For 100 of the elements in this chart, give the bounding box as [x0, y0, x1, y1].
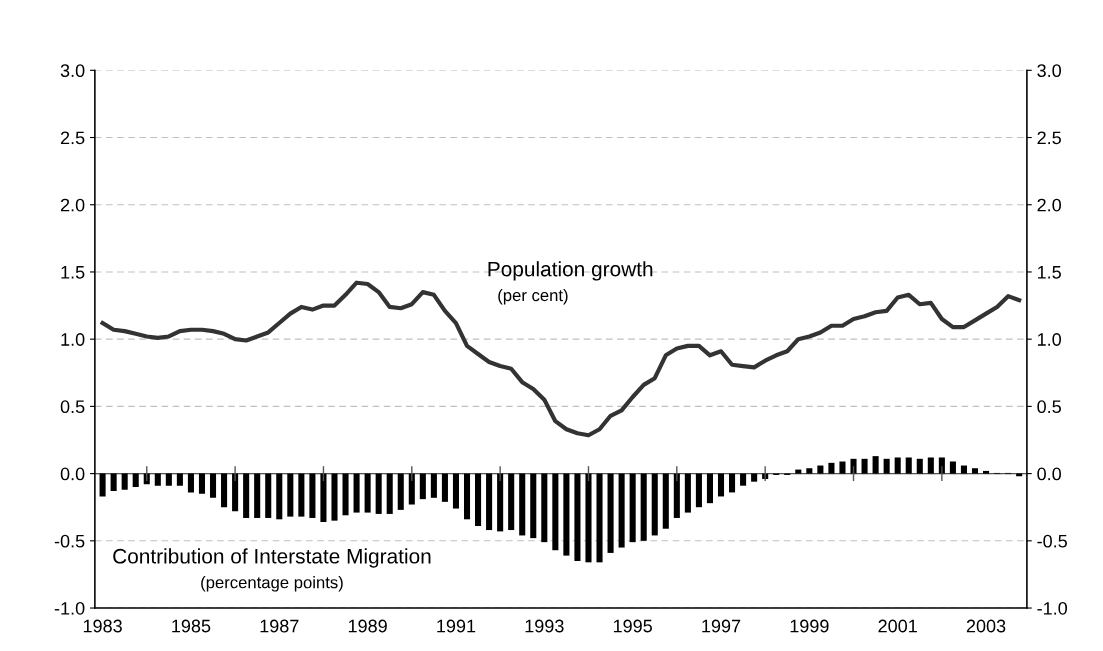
y2-tick-label: 2.5: [1037, 131, 1061, 145]
y-tick-label: -1.0: [54, 601, 85, 615]
bar: [463, 473, 471, 520]
bar: [960, 465, 967, 474]
bar: [552, 473, 559, 551]
bar: [497, 473, 504, 532]
bar: [883, 458, 890, 474]
y-tick-label: 2.5: [60, 131, 85, 145]
x-tick-label: 1995: [613, 619, 652, 633]
annotation: (per cent): [498, 288, 568, 305]
line-series: [100, 280, 1022, 438]
y-tick-label: 0.0: [60, 467, 85, 481]
x-tick-label: 1985: [172, 619, 211, 633]
bar: [342, 473, 349, 516]
x-tick-label: 1989: [348, 619, 387, 633]
bar: [828, 462, 835, 474]
bar: [221, 473, 228, 508]
bar: [795, 469, 802, 474]
annotation: (percentage points): [201, 576, 343, 592]
y-tick-label: 3.0: [60, 64, 85, 78]
bar: [486, 473, 493, 531]
bar: [740, 473, 747, 486]
bar: [751, 473, 758, 482]
bar: [629, 473, 636, 543]
bar: [607, 473, 614, 553]
bar: [397, 473, 404, 510]
bar: [232, 473, 239, 512]
bar: [949, 461, 956, 474]
y-tick-label: 2.0: [60, 198, 85, 212]
bar: [198, 473, 206, 494]
y-tick-label: 1.0: [61, 333, 85, 346]
bar: [298, 473, 305, 517]
text: Population growth: [488, 261, 653, 281]
bar: [187, 473, 194, 493]
bar: [419, 473, 426, 500]
bar: [452, 473, 459, 509]
x-tick-label: 1993: [525, 619, 564, 633]
x-tick-label: 1987: [260, 619, 299, 633]
bar: [817, 465, 824, 474]
x-tick-label: 1999: [790, 619, 829, 633]
y2-tick-label: 3.0: [1037, 64, 1062, 78]
y-tick-label: 1.5: [61, 266, 85, 279]
bar: [276, 473, 283, 520]
bar: [806, 468, 813, 474]
bar: [287, 473, 294, 517]
bar: [475, 473, 482, 527]
y-tick-label: -0.5: [54, 534, 85, 548]
x-tick-label: 2001: [878, 619, 917, 633]
bar: [99, 473, 106, 497]
bar: [563, 473, 570, 556]
bar: [254, 473, 261, 518]
bar: [927, 457, 934, 474]
bar: [165, 473, 172, 486]
y2-tick-label: 2.0: [1037, 198, 1062, 212]
bar: [695, 473, 702, 508]
y2-tick-label: 0.0: [1037, 467, 1062, 481]
bar: [651, 473, 658, 536]
series-label: Contribution of Interstate Migration: [113, 548, 431, 568]
bar: [861, 458, 868, 474]
bar: [364, 473, 371, 513]
bar: [541, 473, 548, 543]
bar: [717, 473, 725, 497]
bar: [574, 473, 581, 561]
bar: [176, 473, 183, 486]
bar: [121, 473, 128, 490]
bar: [508, 473, 515, 531]
y2-tick-label: -0.5: [1037, 534, 1067, 548]
x-tick-label: 1983: [83, 619, 122, 633]
bar: [441, 473, 448, 502]
bar: [585, 473, 592, 563]
bar: [872, 456, 879, 474]
bar: [309, 473, 316, 518]
x-tick-label: 2003: [966, 619, 1006, 633]
y2-tick-label: 1.5: [1037, 266, 1061, 279]
bar: [386, 473, 393, 514]
bar: [375, 473, 382, 514]
x-tick-label: 1991: [437, 619, 476, 633]
x-tick-label: 1997: [702, 619, 741, 633]
bar: [729, 473, 736, 493]
y2-tick-label: 0.5: [1037, 400, 1061, 414]
bar: [596, 473, 603, 563]
bar: [916, 458, 923, 474]
bar: [408, 473, 415, 505]
bar: [618, 473, 625, 548]
bar: [209, 473, 217, 498]
y2-tick-label: -1.0: [1037, 601, 1068, 615]
bar: [706, 473, 713, 504]
bar: [971, 468, 979, 474]
y2-tick-label: 1.0: [1037, 333, 1062, 346]
bar: [243, 473, 250, 518]
bar: [530, 473, 537, 539]
bar: [850, 458, 857, 474]
bar: [894, 457, 901, 474]
bar: [320, 473, 327, 522]
bar: [132, 473, 139, 488]
bar: [673, 473, 680, 518]
bar: [331, 473, 338, 521]
bar: [110, 473, 117, 492]
bar: [839, 461, 846, 474]
bar: [684, 473, 691, 513]
